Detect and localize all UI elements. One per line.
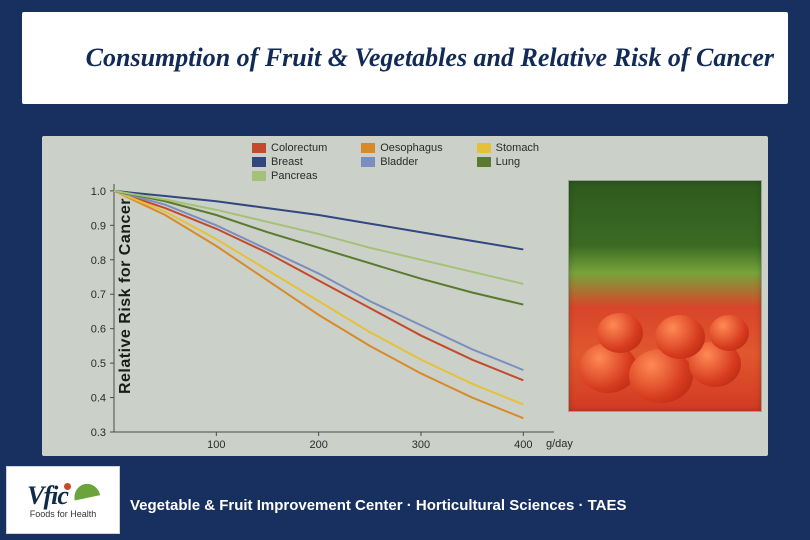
logo-dot-icon <box>64 483 71 490</box>
vegetable-photo <box>568 180 762 412</box>
logo-subtitle: Foods for Health <box>30 509 97 519</box>
chart-panel: Relative Risk for Cancer ColorectumOesop… <box>42 136 768 456</box>
y-tick-label: 0.8 <box>91 255 106 267</box>
series-line <box>114 191 523 380</box>
logo-text: Vfic <box>27 481 68 510</box>
series-line <box>114 191 523 405</box>
slide-title: Consumption of Fruit & Vegetables and Re… <box>86 44 774 73</box>
y-tick-label: 0.9 <box>91 220 106 232</box>
y-tick-label: 0.7 <box>91 289 106 301</box>
x-tick-label: 100 <box>207 439 225 451</box>
y-tick-label: 0.5 <box>91 358 106 370</box>
x-tick-label: 300 <box>412 439 430 451</box>
x-tick-label: 400 <box>514 439 532 451</box>
x-axis-unit: g/day <box>546 438 573 450</box>
y-tick-label: 0.6 <box>91 324 106 336</box>
title-band: Consumption of Fruit & Vegetables and Re… <box>22 12 788 104</box>
x-tick-label: 200 <box>309 439 327 451</box>
y-tick-label: 1.0 <box>91 186 106 198</box>
y-tick-label: 0.4 <box>91 393 106 405</box>
slide-root: Consumption of Fruit & Vegetables and Re… <box>0 0 810 540</box>
logo-main: Vfic <box>27 481 99 511</box>
leaf-icon <box>72 481 100 500</box>
series-line <box>114 191 523 418</box>
y-tick-label: 0.3 <box>91 427 106 439</box>
vfic-logo: Vfic Foods for Health <box>6 466 120 534</box>
footer-text: Vegetable & Fruit Improvement Center · H… <box>130 497 627 514</box>
